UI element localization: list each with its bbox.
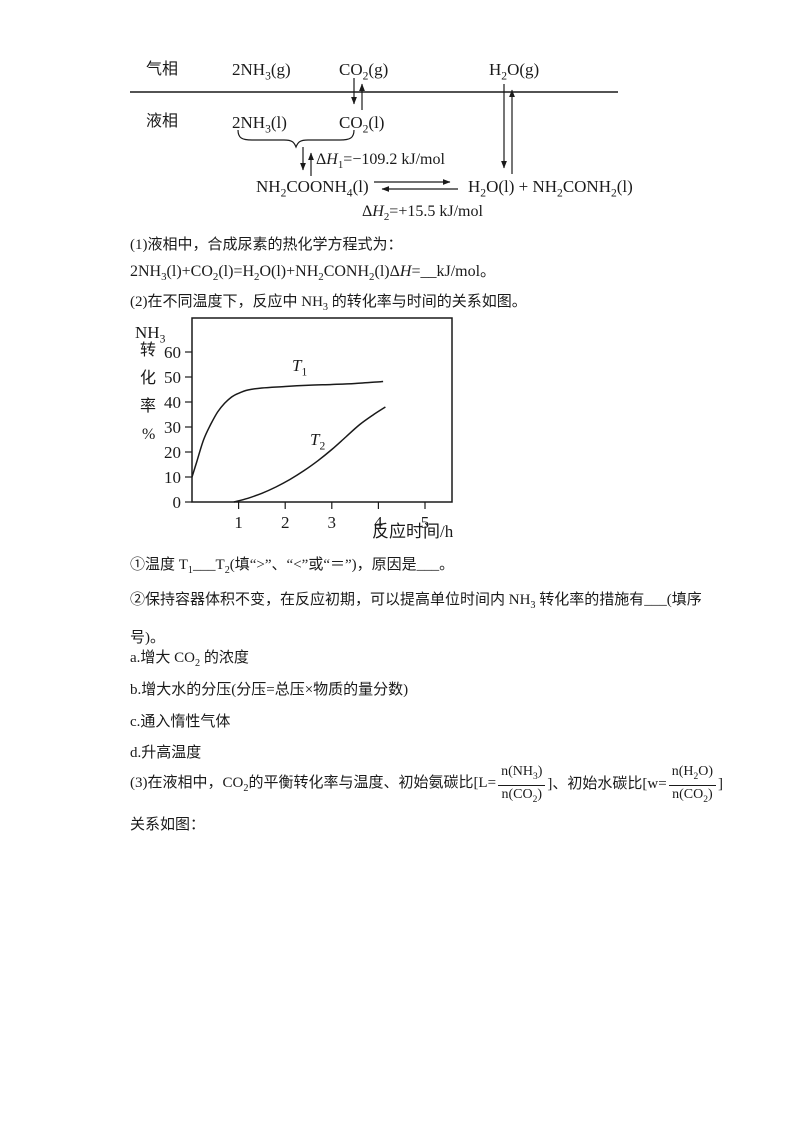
question-2-sub2: ②保持容器体积不变，在反应初期，可以提高单位时间内 NH3 转化率的措施有___… — [130, 592, 702, 646]
svg-text:1: 1 — [234, 513, 243, 532]
reactants-brace — [237, 129, 355, 149]
species-co2-liquid: CO2(l) — [339, 113, 385, 136]
chart-y-axis-title-char: 转 — [140, 342, 157, 359]
chart-y-axis-title-char: % — [142, 426, 156, 443]
chart-y-axis-title-char: 率 — [140, 398, 157, 415]
question-2-sub1: ①温度 T1___T2(填“>”、“<”或“＝”)，原因是___。 — [130, 557, 455, 576]
fraction-numerator: n(H2O) — [668, 764, 717, 786]
products-formula: H2O(l) + NH2CONH2(l) — [468, 177, 633, 200]
conversion-chart-plot: 0 10 20 30 40 50 60 1 2 3 4 5 — [164, 317, 453, 532]
phase-diagram-lines — [130, 78, 618, 192]
delta-h1-label: ΔH1=−109.2 kJ/mol — [316, 151, 445, 172]
series-label-t2: T2 — [310, 430, 326, 453]
species-2nh3-liquid: 2NH3(l) — [232, 113, 287, 136]
species-co2-gas: CO2(g) — [339, 60, 389, 83]
option-b: b.增大水的分压(分压=总压×物质的量分数) — [130, 682, 409, 698]
species-2nh3-gas: 2NH3(g) — [232, 60, 291, 83]
svg-text:2: 2 — [281, 513, 290, 532]
chart-y-axis-title-char: 化 — [140, 370, 157, 387]
option-d: d.升高温度 — [130, 745, 202, 761]
question-1-equation: 2NH3(l)+CO2(l)=H2O(l)+NH2CONH2(l)ΔH=__kJ… — [130, 263, 497, 284]
chart-y-axis-title: NH3 — [135, 323, 166, 346]
ratio-fraction-water-carbon: n(H2O) n(CO2) — [668, 764, 717, 805]
svg-text:50: 50 — [164, 368, 181, 387]
fraction-denominator: n(CO2) — [501, 786, 542, 805]
question-3-suffix: ] — [718, 776, 724, 793]
svg-text:3: 3 — [328, 513, 337, 532]
svg-text:5: 5 — [421, 513, 430, 532]
question-3-mid: ]、初始水碳比[w= — [547, 776, 667, 793]
option-a: a.增大 CO2 的浓度 — [130, 650, 249, 669]
question-3-tail: 关系如图： — [130, 817, 206, 833]
ratio-fraction-ammonia-carbon: n(NH3) n(CO2) — [498, 764, 546, 805]
option-c: c.通入惰性气体 — [130, 714, 231, 730]
gas-phase-label: 气相 — [146, 61, 179, 78]
fraction-numerator: n(NH3) — [498, 764, 546, 786]
series-label-t1: T1 — [292, 356, 308, 379]
question-1-intro: (1)液相中，合成尿素的热化学方程式为： — [130, 237, 403, 253]
species-h2o-gas: H2O(g) — [489, 60, 540, 83]
svg-text:0: 0 — [173, 493, 182, 512]
svg-text:60: 60 — [164, 343, 181, 362]
liquid-phase-label: 液相 — [146, 113, 179, 130]
delta-h2-label: ΔH2=+15.5 kJ/mol — [362, 203, 483, 224]
carbamate-formula: NH2COONH4(l) — [256, 177, 369, 200]
question-3-prefix: (3)在液相中，CO2的平衡转化率与温度、初始氨碳比[L= — [130, 775, 497, 795]
svg-text:30: 30 — [164, 418, 181, 437]
svg-text:4: 4 — [374, 513, 383, 532]
question-2-intro: (2)在不同温度下，反应中 NH3 的转化率与时间的关系如图。 — [130, 294, 527, 313]
fraction-denominator: n(CO2) — [672, 786, 713, 805]
svg-text:20: 20 — [164, 443, 181, 462]
svg-text:10: 10 — [164, 468, 181, 487]
svg-text:40: 40 — [164, 393, 181, 412]
chart-x-axis-label: 反应时间/h — [372, 522, 454, 541]
question-3-intro: (3)在液相中，CO2的平衡转化率与温度、初始氨碳比[L= n(NH3) n(C… — [130, 762, 723, 808]
